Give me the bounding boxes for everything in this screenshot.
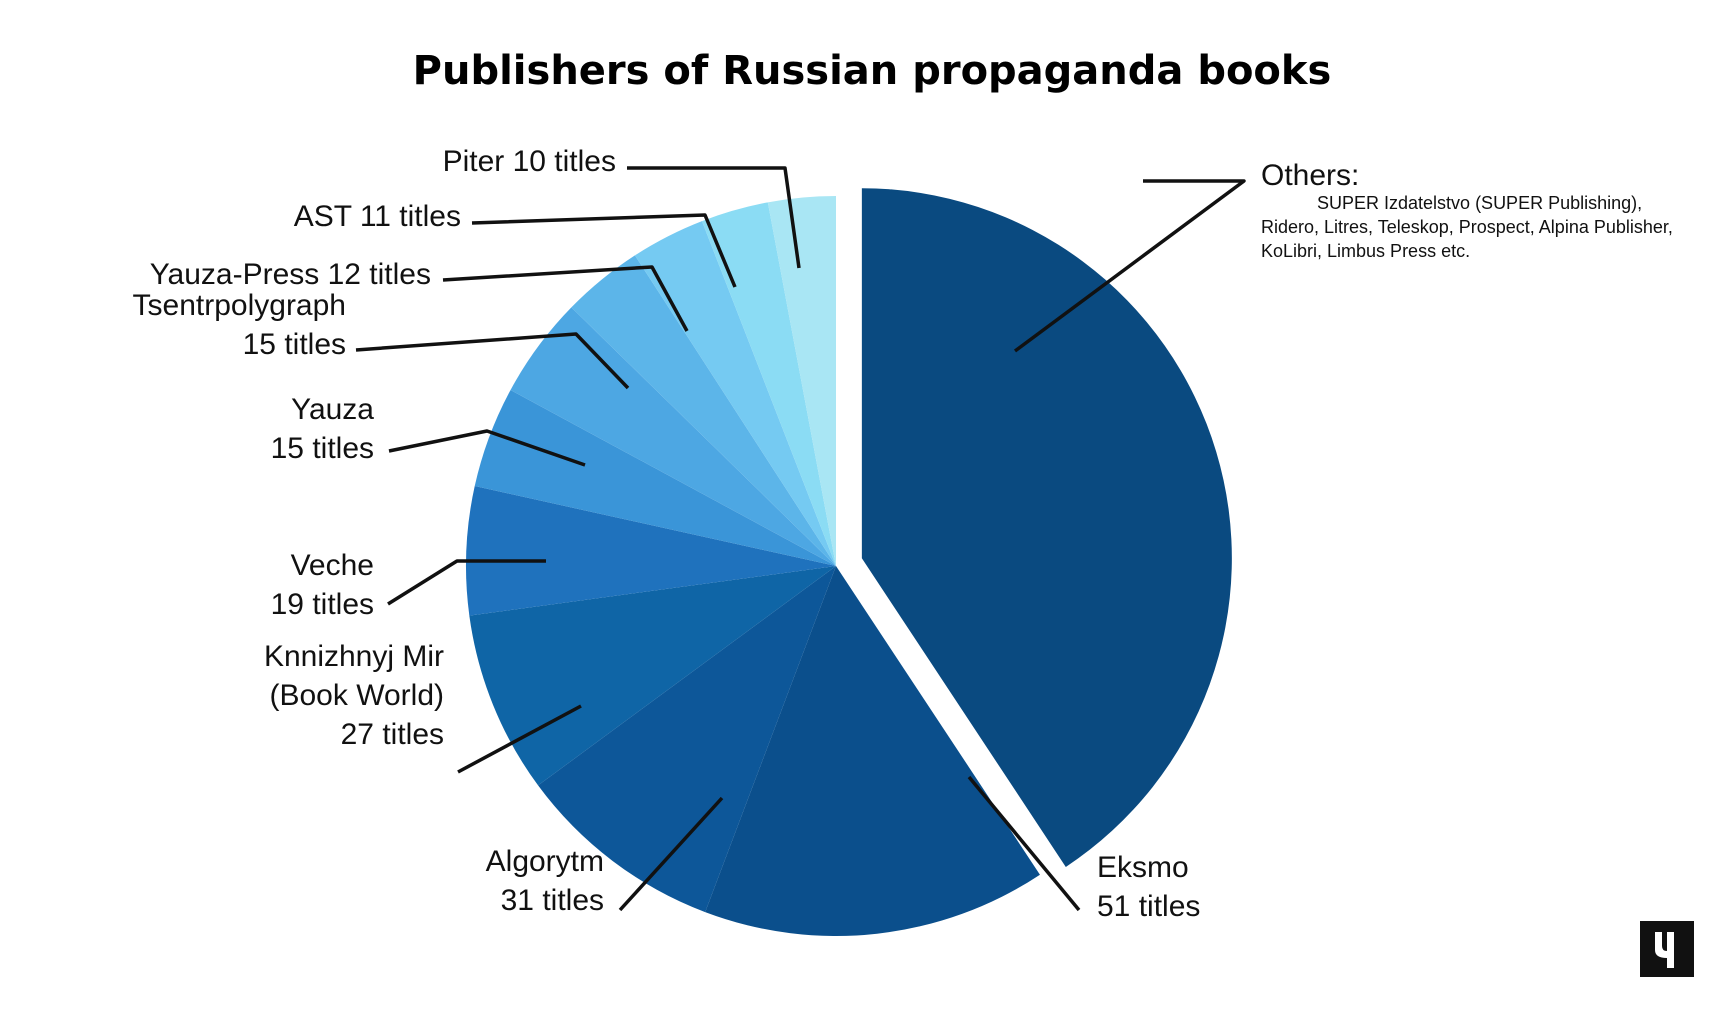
leader-line-algorytm <box>618 796 724 912</box>
slice-labels: Others:SUPER Izdatelstvo (SUPER Publishi… <box>133 145 1673 923</box>
publication-logo <box>1640 921 1694 977</box>
slice-label-veche: Veche <box>291 549 374 582</box>
leader-line-tsentrpolygraph <box>355 332 630 390</box>
pie-slice-piter <box>701 202 836 566</box>
slice-label-tsentrpolygraph: 15 titles <box>243 328 346 361</box>
pie-slice-ast <box>634 221 836 566</box>
pie-slice-eksmo <box>705 566 1040 936</box>
slice-label-ast: AST 11 titles <box>294 200 461 233</box>
leader-line-others <box>1013 179 1246 353</box>
pie-slice-knnizhnyj-mir-book-world <box>469 566 836 786</box>
pie-slice-algorytm <box>538 566 836 913</box>
leader-line-yauza <box>388 429 586 467</box>
leader-lines <box>355 166 1246 912</box>
leader-line-piter <box>627 166 801 269</box>
logo-glyph-icon <box>1655 932 1674 968</box>
leader-line-ast <box>471 213 737 288</box>
leader-line-yauza-press <box>442 265 689 332</box>
others-label-heading: Others: <box>1261 159 1359 192</box>
slice-label-eksmo: 51 titles <box>1097 890 1200 923</box>
leader-line-knnizhnyj-mir-book-world <box>457 704 582 774</box>
leader-line-veche <box>387 559 546 606</box>
others-label-line: Ridero, Litres, Teleskop, Prospect, Alpi… <box>1261 217 1673 237</box>
slice-label-algorytm: Algorytm <box>486 845 604 878</box>
slice-label-knnizhnyj-mir-book-world: 27 titles <box>341 718 444 751</box>
slice-label-piter: Piter 10 titles <box>443 145 616 178</box>
leader-line-eksmo <box>967 775 1081 912</box>
pie-slice-others <box>861 188 1232 867</box>
others-label-line: SUPER Izdatelstvo (SUPER Publishing), <box>1317 193 1642 213</box>
slice-label-knnizhnyj-mir-book-world: Knnizhnyj Mir <box>264 640 444 673</box>
slice-label-yauza-press: Yauza-Press 12 titles <box>150 258 431 291</box>
slice-label-tsentrpolygraph: Tsentrpolygraph <box>133 289 346 322</box>
pie-slice-veche <box>466 486 836 616</box>
others-label-line: KoLibri, Limbus Press etc. <box>1261 241 1470 261</box>
slice-label-yauza: Yauza <box>291 393 374 426</box>
slice-label-veche: 19 titles <box>271 588 374 621</box>
pie-slice-yauza <box>474 389 836 566</box>
pie-slice-yauza-press <box>571 255 836 567</box>
slice-label-knnizhnyj-mir-book-world: (Book World) <box>270 679 445 712</box>
pie-slice-unlabeled <box>767 196 836 566</box>
slice-label-algorytm: 31 titles <box>501 884 604 917</box>
pie-slice-tsentrpolygraph <box>510 307 836 566</box>
pie-slices <box>466 188 1232 936</box>
chart-title: Publishers of Russian propaganda books <box>413 48 1332 94</box>
slice-label-yauza: 15 titles <box>271 432 374 465</box>
slice-label-eksmo: Eksmo <box>1097 851 1189 884</box>
